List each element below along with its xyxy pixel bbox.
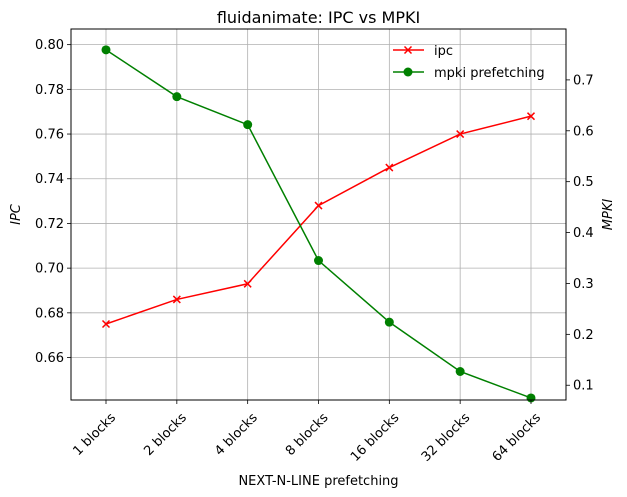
y-left-tick-label: 0.70 (35, 262, 64, 277)
y-left-tick-label: 0.72 (35, 217, 64, 232)
mpki-prefetching-point (101, 45, 111, 55)
y-left-tick-label: 0.78 (35, 83, 64, 98)
y-left-tick-label: 0.80 (35, 38, 64, 53)
ipc-point (172, 295, 181, 304)
ipc-point (101, 319, 111, 329)
legend-mpki-label: mpki prefetching (434, 66, 545, 81)
ipc-point (526, 112, 536, 121)
y-left-tick-label: 0.74 (35, 172, 64, 187)
y-right-tick-label: 0.2 (573, 328, 594, 343)
mpki-prefetching-point (455, 367, 465, 377)
legend-ipc-label: ipc (434, 44, 453, 59)
mpki-prefetching-point (314, 256, 323, 266)
legend-ipc-marker (403, 45, 413, 55)
ipc-point (385, 163, 394, 172)
mpki-prefetching-point (243, 120, 253, 130)
x-axis-title: NEXT-N-LINE prefetching (238, 474, 398, 489)
mpki-prefetching-point (384, 317, 394, 327)
y-right-tick-label: 0.1 (573, 379, 594, 394)
ipc-point (456, 130, 465, 139)
y-right-tick-label: 0.4 (573, 226, 594, 241)
series-layer (101, 45, 536, 403)
ipc-point (243, 279, 252, 288)
y-right-tick-label: 0.6 (573, 124, 594, 139)
y-right-tick-label: 0.7 (573, 73, 594, 88)
y-right-tick-label: 0.5 (573, 175, 594, 190)
y-axis-right-title: MPKI (601, 199, 616, 231)
grid (71, 29, 566, 400)
ipc-point (314, 201, 323, 210)
y-left-tick-label: 0.68 (35, 306, 64, 321)
y-axis-left-title: IPC (9, 203, 24, 225)
y-left-tick-label: 0.76 (35, 128, 64, 143)
legend: ipc mpki prefetching (393, 44, 545, 81)
mpki-prefetching-point (172, 92, 182, 102)
y-left-tick-label: 0.66 (35, 351, 64, 366)
y-right-tick-label: 0.3 (573, 277, 594, 292)
legend-mpki-marker (403, 67, 413, 77)
chart-title: fluidanimate: IPC vs MPKI (217, 8, 420, 27)
